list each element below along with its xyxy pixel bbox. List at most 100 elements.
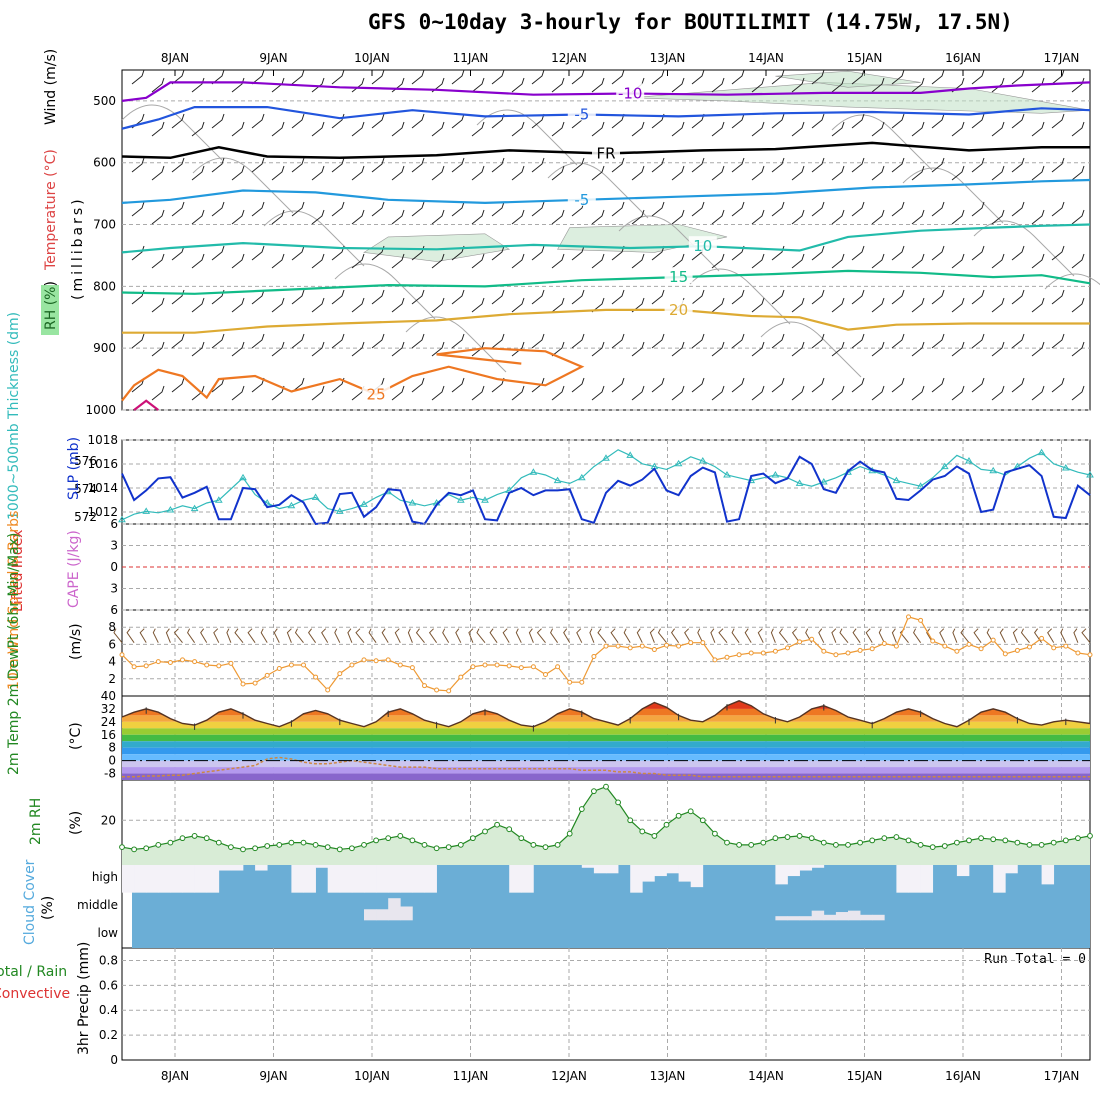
wind-barb bbox=[771, 377, 785, 393]
wind-barb bbox=[791, 297, 805, 313]
rh-point bbox=[336, 846, 343, 853]
wind-barb bbox=[411, 289, 425, 305]
wind-speed-point bbox=[409, 665, 415, 671]
wind-barb bbox=[971, 245, 985, 261]
temp-y-tick-label: 16 bbox=[101, 728, 116, 742]
thickness-point bbox=[287, 501, 296, 509]
thickness-point bbox=[553, 476, 562, 484]
wind-barb-10m bbox=[757, 628, 764, 643]
wind-barb-10m bbox=[536, 628, 546, 643]
wind-barb bbox=[671, 385, 685, 401]
thickness-point bbox=[190, 504, 199, 512]
wind-barb-10m bbox=[778, 628, 788, 643]
wind-barb bbox=[751, 341, 765, 357]
wind-barb bbox=[411, 245, 425, 261]
wind-speed-point bbox=[942, 643, 948, 649]
wind-barb bbox=[991, 77, 1005, 93]
wind-barb bbox=[811, 201, 825, 217]
x-tick-top-label: 9JAN bbox=[259, 51, 287, 65]
rh-point bbox=[651, 833, 658, 839]
li-y-tick-label: 6 bbox=[110, 517, 118, 531]
wind-speed-point bbox=[797, 639, 803, 645]
wind-barb-10m bbox=[899, 628, 909, 643]
wind-barb bbox=[671, 121, 685, 137]
wind-barb bbox=[711, 209, 725, 225]
cloud-high-bar bbox=[364, 865, 377, 893]
li-y-tick-label: 0 bbox=[110, 560, 118, 574]
wind-barb bbox=[911, 385, 925, 401]
cloud-high-bar bbox=[908, 865, 921, 893]
thickness-point bbox=[940, 462, 949, 470]
wind-barb bbox=[611, 333, 625, 349]
wind-barb bbox=[871, 121, 885, 137]
cloud-high-bar bbox=[424, 865, 437, 893]
wind-barb bbox=[851, 377, 865, 393]
isotherm-line bbox=[121, 269, 1091, 295]
wind-speed-point bbox=[833, 652, 839, 658]
wind-barb-10m bbox=[286, 628, 292, 643]
temp-y-tick-label: 8 bbox=[108, 741, 116, 755]
isotherm-line bbox=[133, 399, 159, 411]
temp-color-band bbox=[122, 715, 1090, 722]
wind-ylabel-group: 10m Wind Speed & Barbs bbox=[6, 511, 22, 690]
wind-barb bbox=[1071, 77, 1085, 93]
wind-barb bbox=[251, 113, 265, 129]
profile-ylabel-group: RH (%)Temperature (°C)Wind (m/s) bbox=[41, 49, 59, 335]
wind-barb-10m bbox=[1060, 628, 1067, 643]
wind-barb bbox=[571, 245, 585, 261]
wind-barb bbox=[491, 289, 505, 305]
rh-point bbox=[820, 839, 827, 846]
series-wind-speed bbox=[121, 616, 1091, 692]
rh-point bbox=[966, 837, 972, 844]
wind-barb bbox=[651, 289, 665, 305]
wind-speed-point bbox=[555, 664, 561, 670]
wind-barb bbox=[191, 121, 205, 137]
isotherm-label: -10 bbox=[618, 84, 643, 102]
wind-barb bbox=[311, 297, 325, 313]
x-tick-top-label: 14JAN bbox=[748, 51, 784, 65]
rh-point bbox=[191, 833, 198, 839]
wind-barb bbox=[131, 69, 145, 85]
wind-barb bbox=[451, 377, 465, 393]
wind-speed-point bbox=[446, 688, 452, 694]
wind-barb bbox=[331, 69, 345, 85]
wind-barb bbox=[971, 69, 985, 85]
wind-barb bbox=[411, 377, 425, 393]
wind-barb-10m bbox=[476, 628, 486, 643]
slp-y-tick-label: 1018 bbox=[87, 433, 118, 447]
cloud-middle-bar bbox=[376, 909, 389, 921]
wind-barb bbox=[731, 157, 745, 173]
rh-point bbox=[687, 808, 694, 815]
wind-barb bbox=[991, 385, 1005, 401]
wind-barb bbox=[1071, 121, 1085, 137]
wind-barb bbox=[451, 289, 465, 305]
wind-barb bbox=[131, 157, 145, 173]
rh-point bbox=[917, 841, 924, 848]
wind-barb bbox=[931, 333, 945, 349]
wind-barb-10m bbox=[913, 628, 922, 643]
wind-barb-10m bbox=[368, 628, 377, 643]
wind-barb bbox=[371, 69, 385, 85]
wind-speed-point bbox=[192, 659, 198, 665]
li-ylabel-group: Lifted Index bbox=[10, 530, 26, 612]
rh-point bbox=[978, 835, 984, 842]
rh-point bbox=[542, 844, 549, 851]
rh-point bbox=[240, 846, 246, 853]
wind-barb bbox=[1011, 69, 1025, 85]
thickness-point bbox=[311, 493, 320, 500]
wind-speed-point bbox=[579, 679, 585, 685]
isotherm-label: FR bbox=[596, 144, 615, 162]
wind-barb bbox=[271, 253, 285, 269]
wind-barb-10m bbox=[839, 628, 849, 643]
x-tick-top-label: 10JAN bbox=[354, 51, 390, 65]
wind-speed-point bbox=[736, 652, 742, 658]
wind-barb bbox=[551, 165, 565, 181]
cloud-y-tick-label: low bbox=[98, 926, 119, 940]
wind-speed-point bbox=[748, 650, 754, 656]
wind-barb bbox=[911, 121, 925, 137]
temp-color-band bbox=[122, 773, 1090, 780]
rh-contour bbox=[760, 321, 862, 378]
profile-y-tick-label: 700 bbox=[93, 218, 116, 232]
x-tick-bottom-label: 9JAN bbox=[259, 1069, 287, 1083]
wind-speed-point bbox=[180, 657, 185, 663]
